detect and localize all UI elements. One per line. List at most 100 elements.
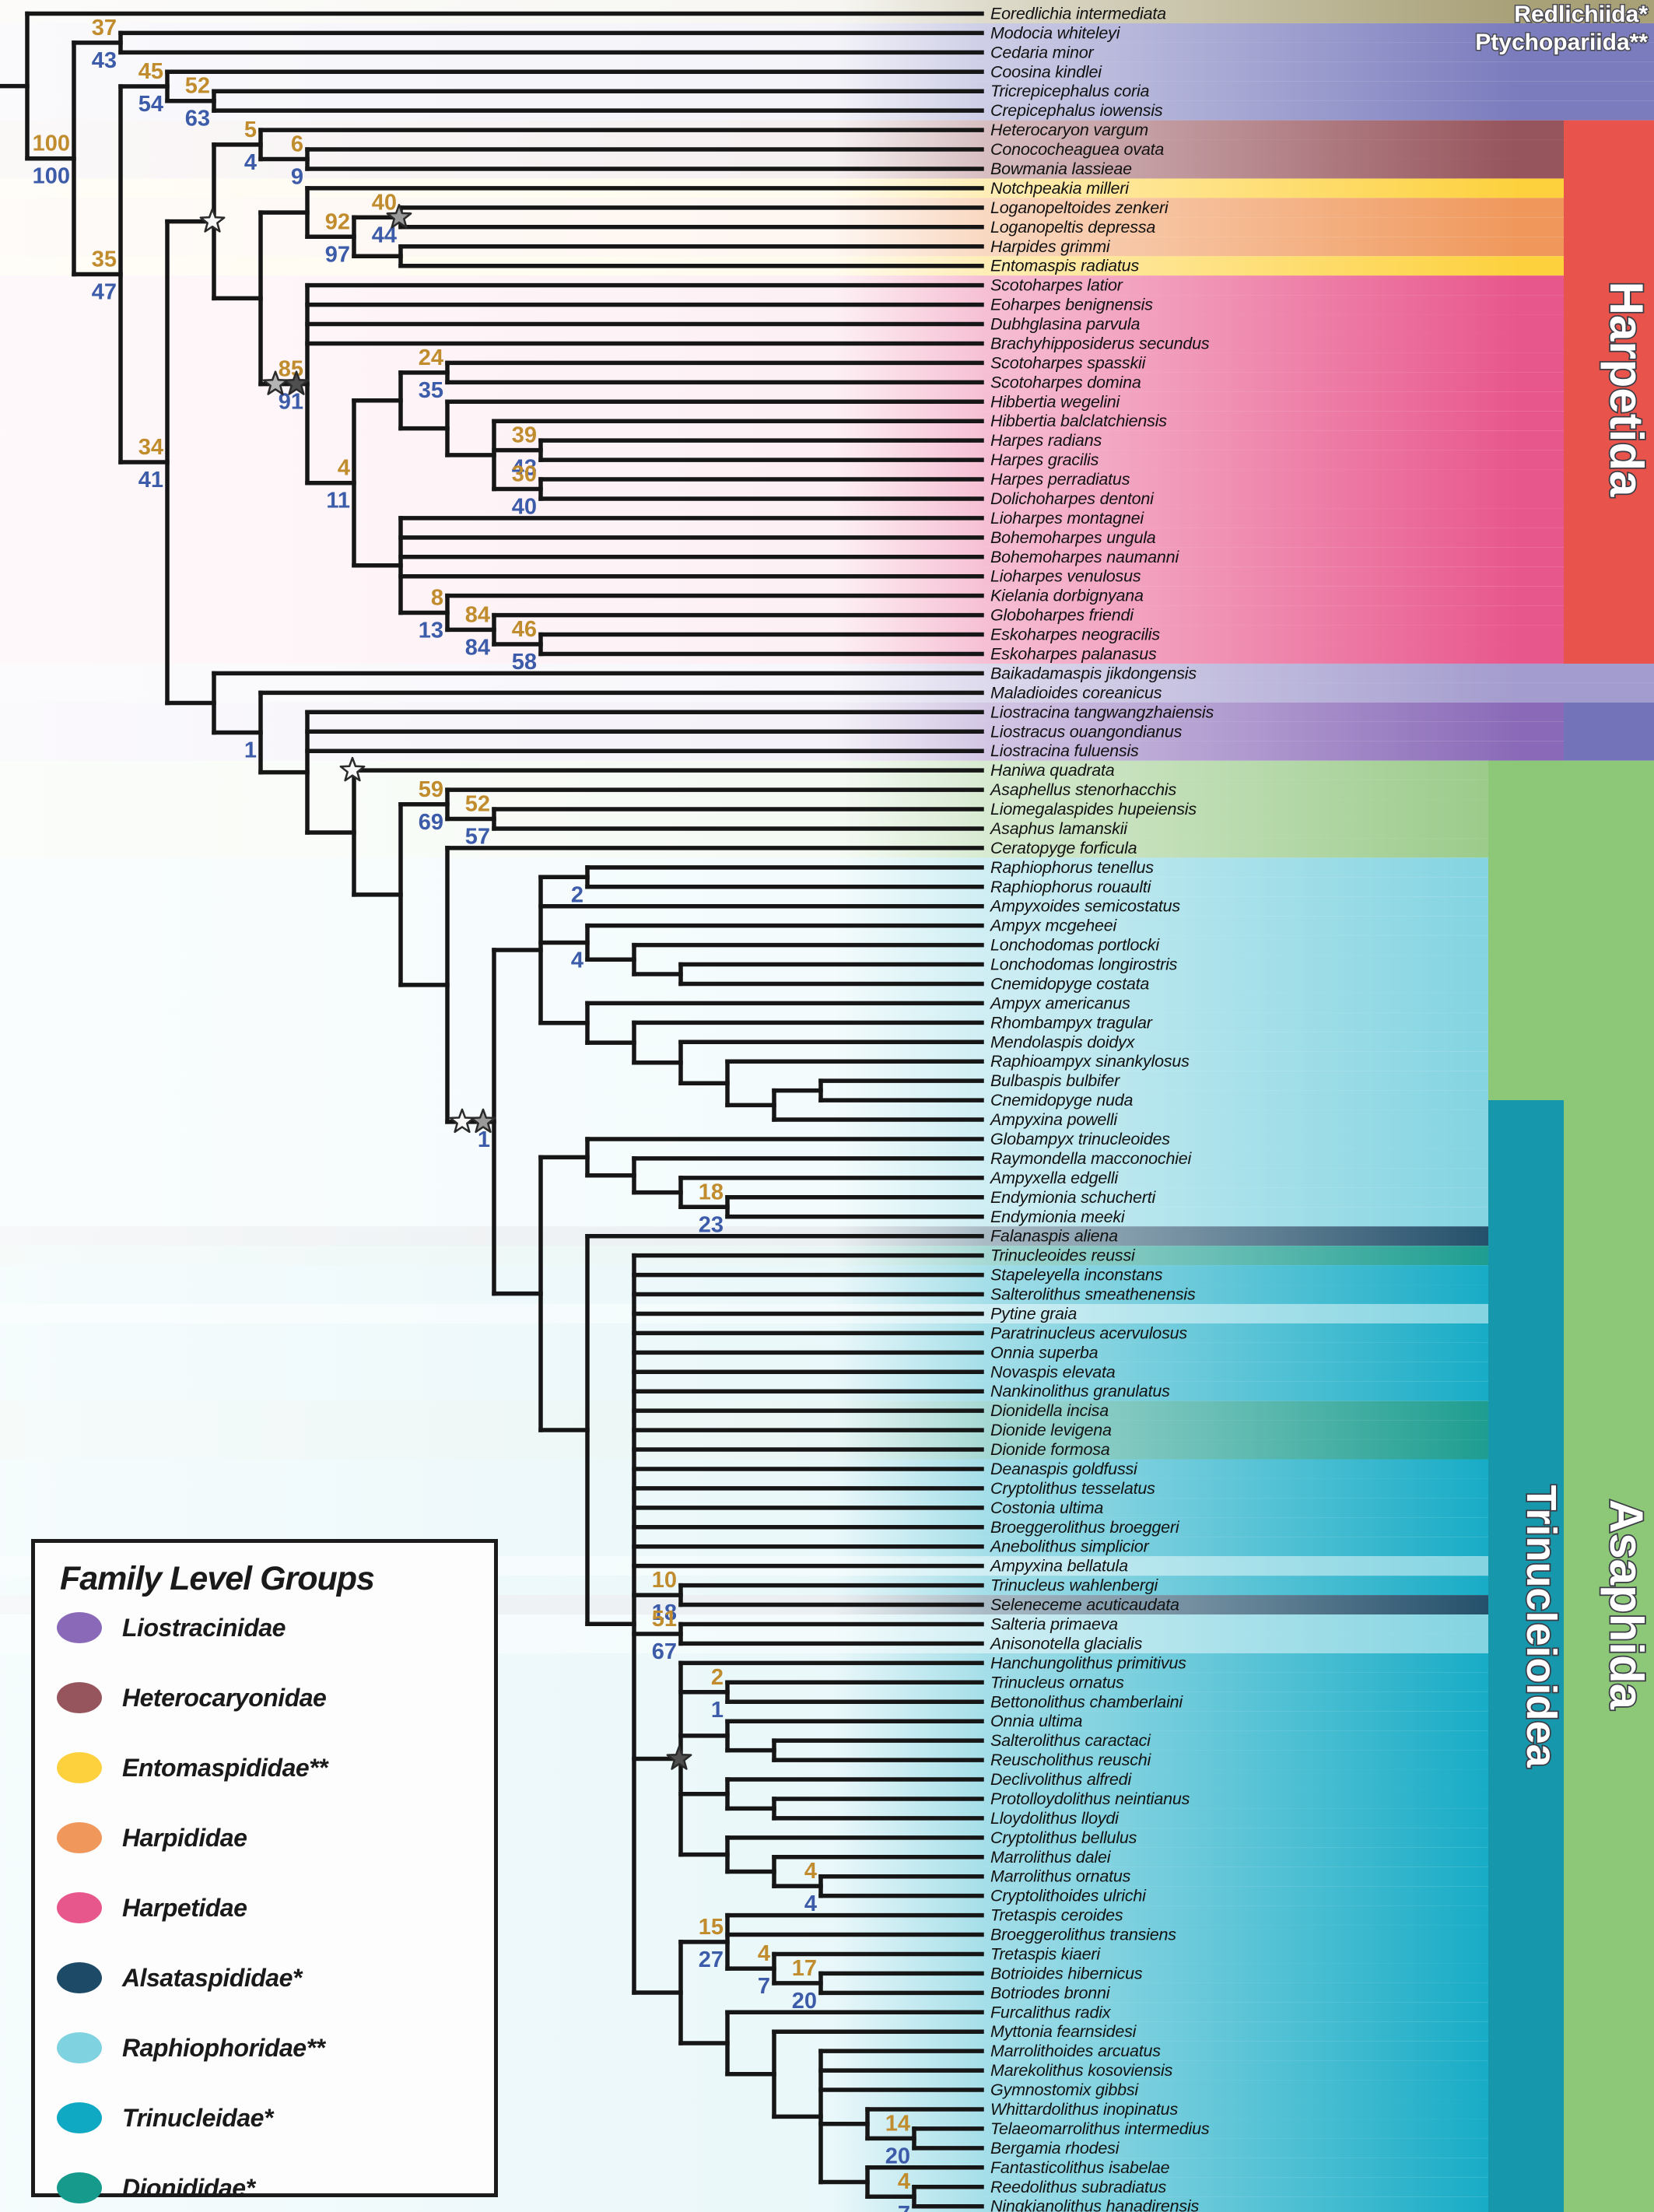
support-value-blue: 27: [699, 1947, 724, 1972]
taxon-label: Gymnostomix gibbsi: [990, 2081, 1139, 2099]
taxon-label: Ampyx mcgeheei: [989, 917, 1118, 935]
support-value-blue: 58: [512, 650, 537, 675]
support-value-orange: 37: [92, 16, 117, 40]
support-value-orange: 52: [465, 791, 490, 816]
row-band: [0, 1110, 1488, 1130]
taxon-label: Marekolithus kosoviensis: [990, 2061, 1173, 2080]
taxon-label: Entomaspis radiatus: [990, 257, 1139, 275]
legend-item: Trinucleidae*: [57, 2102, 494, 2133]
support-value-blue: 1: [478, 1127, 490, 1152]
taxon-label: Lioharpes venulosus: [990, 567, 1141, 586]
support-value-orange: 45: [138, 59, 163, 84]
taxon-label: Scotoharpes latior: [990, 276, 1123, 295]
legend-item: Raphiophoridae**: [57, 2032, 494, 2063]
legend-item: Harpididae: [57, 1822, 494, 1853]
support-value-orange: 8: [431, 585, 443, 610]
taxon-label: Hanchungolithus primitivus: [990, 1653, 1186, 1672]
support-value-blue: 35: [419, 378, 443, 403]
taxon-label: Harpes perradiatus: [990, 470, 1130, 489]
legend-swatch-icon: [57, 1752, 102, 1783]
taxon-label: Globoharpes friendi: [990, 606, 1134, 625]
support-value-orange: 4: [758, 1941, 770, 1966]
taxon-label: Trinucleus wahlenbergi: [990, 1576, 1159, 1595]
taxon-label: Dionide levigena: [990, 1421, 1112, 1439]
taxon-label: Botriodes bronni: [990, 1983, 1111, 2002]
support-value-blue: 41: [138, 468, 163, 493]
taxon-label: Asaphellus stenorhacchis: [989, 780, 1176, 799]
support-value-blue: 1: [244, 738, 257, 763]
support-value-orange: 24: [419, 345, 443, 370]
taxon-label: Bohemoharpes ungula: [990, 528, 1156, 547]
taxon-label: Loganopeltis depressa: [990, 218, 1155, 237]
support-value-orange: 10: [652, 1568, 677, 1593]
support-value-orange: 17: [792, 1956, 817, 1981]
support-value-blue: 23: [699, 1212, 724, 1237]
taxon-label: Modocia whiteleyi: [990, 23, 1121, 42]
taxon-label: Broeggerolithus transiens: [990, 1926, 1176, 1944]
taxon-label: Maladioides coreanicus: [990, 683, 1162, 702]
taxon-label: Lonchodomas longirostris: [990, 955, 1178, 974]
support-value-blue: 7: [758, 1974, 770, 1999]
support-value-orange: 40: [372, 190, 397, 215]
taxon-label: Eoredlichia intermediata: [990, 4, 1166, 23]
taxon-label: Brachyhipposiderus secundus: [990, 334, 1210, 352]
taxon-label: Paratrinucleus acervulosus: [990, 1323, 1187, 1342]
order-label-harpetida: Harpetida: [1600, 282, 1652, 497]
taxon-label: Bohemoharpes naumanni: [990, 548, 1179, 566]
taxon-label: Liostracina tangwangzhaiensis: [990, 703, 1214, 721]
asaphida-inner-column: [1488, 760, 1564, 1100]
legend-swatch-icon: [57, 2102, 102, 2133]
legend-item-label: Liostracinidae: [122, 1613, 286, 1642]
taxon-label: Dubhglasina parvula: [990, 315, 1140, 334]
support-value-blue: 84: [465, 635, 490, 660]
support-value-orange: 18: [699, 1180, 724, 1204]
support-value-orange: 4: [338, 456, 350, 481]
taxon-label: Ningkianolithus hanadirensis: [990, 2197, 1200, 2212]
taxon-label: Raphioampyx sinankylosus: [990, 1052, 1190, 1071]
taxon-label: Cryptolithus bellulus: [990, 1828, 1137, 1847]
legend-item-label: Trinucleidae*: [122, 2103, 273, 2132]
legend-item: Entomaspididae**: [57, 1752, 494, 1783]
taxon-label: Reuscholithus reuschi: [990, 1751, 1152, 1769]
taxon-label: Cedaria minor: [990, 43, 1094, 61]
taxon-label: Anisonotella glacialis: [989, 1634, 1143, 1653]
taxon-label: Salterolithus smeathenensis: [990, 1285, 1196, 1304]
support-value-orange: 2: [711, 1665, 724, 1690]
taxon-label: Cryptolithus tesselatus: [990, 1479, 1155, 1498]
support-value-blue: 43: [92, 48, 117, 73]
taxon-label: Costonia ultima: [990, 1499, 1103, 1517]
taxon-label: Onnia ultima: [990, 1712, 1083, 1730]
taxon-label: Scotoharpes domina: [990, 373, 1141, 391]
clade-star-icon: [386, 204, 412, 229]
taxon-label: Ceratopyge forficula: [990, 839, 1137, 857]
support-value-blue: 2: [571, 882, 583, 907]
taxon-label: Declivolithus alfredi: [990, 1770, 1132, 1789]
legend-item-label: Raphiophoridae**: [122, 2033, 325, 2062]
row-band: [0, 2196, 1488, 2212]
taxon-label: Falanaspis aliena: [990, 1227, 1118, 1246]
taxon-label: Conococheaguea ovata: [990, 140, 1164, 159]
taxon-label: Globampyx trinucleoides: [990, 1130, 1170, 1148]
taxon-label: Broeggerolithus broeggeri: [990, 1518, 1180, 1537]
legend-item: Heterocaryonidae: [57, 1682, 494, 1713]
taxon-label: Marrolithoides arcuatus: [990, 2042, 1161, 2060]
support-value-orange: 51: [652, 1607, 677, 1632]
harpetida-column: [1564, 120, 1654, 664]
support-value-blue: 4: [244, 150, 257, 175]
taxon-label: Telaeomarrolithus intermedius: [990, 2119, 1210, 2138]
taxon-label: Haniwa quadrata: [990, 761, 1115, 780]
legend-items: Liostracinidae Heterocaryonidae Entomaspid…: [35, 1612, 494, 2203]
legend-item: Harpetidae: [57, 1892, 494, 1923]
taxon-label: Dionide formosa: [990, 1440, 1110, 1459]
taxon-label: Baikadamaspis jikdongensis: [990, 664, 1197, 682]
taxon-label: Asaphus lamanskii: [989, 819, 1128, 838]
support-value-blue: 47: [92, 280, 117, 305]
taxon-label: Scotoharpes spasskii: [990, 353, 1147, 372]
superfamily-label-trinucleioidea: Trinucleioidea: [1518, 1485, 1565, 1768]
legend-item-label: Dionididae*: [122, 2173, 255, 2202]
taxon-label: Onnia superba: [990, 1343, 1099, 1362]
taxon-label: Ampyx americanus: [989, 994, 1130, 1012]
taxon-label: Cnemidopyge nuda: [990, 1091, 1134, 1110]
taxon-label: Pytine graia: [990, 1304, 1077, 1323]
taxon-label: Lonchodomas portlocki: [990, 936, 1160, 955]
